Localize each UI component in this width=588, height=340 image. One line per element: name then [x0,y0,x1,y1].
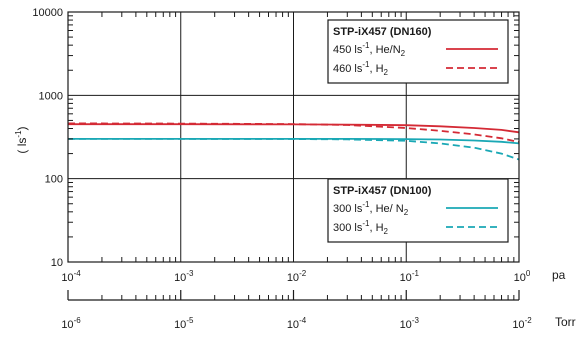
x-tick-label-base: 10 [400,272,412,284]
legend-entry-pre: 300 ls [333,203,363,215]
legend-box [327,19,509,84]
legend-entry-sub: 2 [384,68,389,77]
secondary-tick-label: 10-2 [512,316,532,331]
secondary-tick-label-exp: -4 [299,316,307,325]
secondary-tick-label-exp: -2 [525,316,533,325]
x-tick-label-base: 10 [61,272,73,284]
secondary-tick-label-base: 10 [512,319,524,331]
plot-frame [67,11,520,263]
y-axis-label-pre: ( ls [15,138,29,154]
x-tick-label: 10-4 [61,269,81,284]
x-tick-label-exp: -4 [74,269,82,278]
x-tick-label-base: 10 [287,272,299,284]
series-line-1 [67,122,520,143]
x-tick-label: 100 [514,269,531,284]
legend-entry-sup: -1 [362,60,370,69]
secondary-tick-label-base: 10 [174,319,186,331]
secondary-tick-label-base: 10 [400,319,412,331]
x-tick-label-base: 10 [514,272,526,284]
secondary-tick-label: 10-5 [174,316,194,331]
y-tick-label: 10 [51,257,63,269]
x-tick-label-exp: -1 [412,269,420,278]
legend-entry-sup: -1 [362,219,370,228]
series [67,122,520,161]
legend-entry-pre: 460 ls [333,63,363,75]
plot-border [67,11,520,263]
legend-entry-mid: , H [369,222,383,234]
legend-entry-sub: 2 [401,49,406,58]
x-tick-label: 10-1 [400,269,420,284]
x-unit-secondary: Torr [555,315,576,329]
secondary-tick-label-exp: -6 [74,316,82,325]
y-tick-label: 10000 [32,7,63,19]
legend-entry-sup: -1 [362,41,370,50]
legend-entry-sub: 2 [384,227,389,236]
series-line-2 [68,138,520,145]
y-tick-label: 1000 [39,90,63,102]
legend-entry-mid: , He/N [369,44,400,56]
legend-entry-pre: 450 ls [333,44,363,56]
legend-entry-label: 450 ls-1, He/N2 [333,41,406,58]
legend-entry-label: 300 ls-1, He/ N2 [333,200,409,217]
x-tick-label-exp: -2 [299,269,307,278]
x-tick-label: 10-2 [287,269,307,284]
legend-title: STP-iX457 (DN160) [333,26,432,38]
x-tick-label-exp: -3 [186,269,194,278]
y-tick-label: 100 [45,174,63,186]
secondary-axis: 10-6 10-5 10-4 10-3 10-2 [61,290,532,331]
secondary-tick-label-base: 10 [287,319,299,331]
secondary-tick-label: 10-4 [287,316,307,331]
legend-entry-mid: , H [369,63,383,75]
legend-box [327,178,509,243]
secondary-tick-label: 10-6 [61,316,81,331]
x-tick-label: 10-3 [174,269,194,284]
legend-entry-mid: , He/ N [369,203,403,215]
legend-entry-sup: -1 [362,200,370,209]
y-axis-label-sup: -1 [14,130,23,138]
legend-title: STP-iX457 (DN100) [333,185,432,197]
series-line-0 [68,123,520,134]
x-tick-label-exp: 0 [526,269,531,278]
x-tick-labels: 10-4 10-3 10-2 10-1 100 [61,269,531,284]
secondary-tick-label-exp: -5 [186,316,194,325]
legend-entry-label: 460 ls-1, H2 [333,60,389,77]
x-tick-label-base: 10 [174,272,186,284]
y-axis-label: ( ls-1) [14,126,29,153]
legend-entry-sub: 2 [404,208,409,217]
y-tick-labels: 10 100 1000 10000 [32,7,63,269]
secondary-tick-label-base: 10 [61,319,73,331]
legend-entry-pre: 300 ls [333,222,363,234]
x-unit-primary: pa [552,268,566,282]
legend-entry-label: 300 ls-1, H2 [333,219,389,236]
secondary-tick-label: 10-3 [400,316,420,331]
y-axis-label-post: ) [15,126,29,130]
secondary-tick-label-exp: -3 [412,316,420,325]
